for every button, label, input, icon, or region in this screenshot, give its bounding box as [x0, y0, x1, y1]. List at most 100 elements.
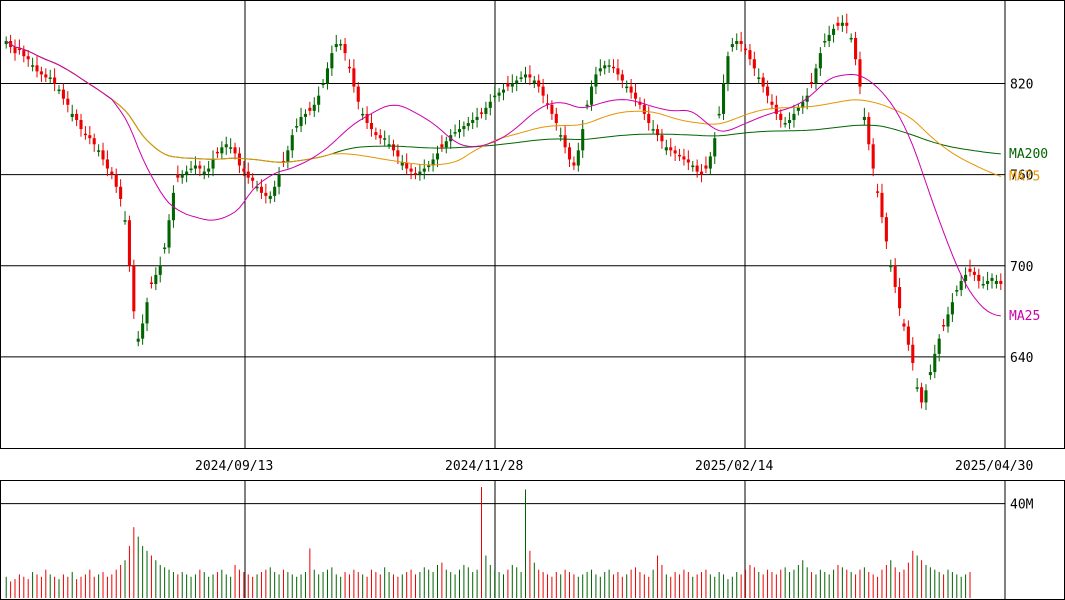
candle	[141, 314, 145, 345]
candle	[92, 133, 96, 152]
candle-body	[66, 98, 70, 105]
candle-body	[726, 56, 730, 84]
candle	[783, 116, 787, 128]
candle-body	[924, 390, 928, 403]
candle	[193, 156, 197, 175]
candle-body	[964, 274, 968, 281]
candle	[273, 180, 277, 202]
candle	[594, 66, 598, 95]
candle	[986, 271, 990, 291]
candle-body	[876, 191, 880, 193]
candle	[290, 129, 294, 158]
candle	[325, 62, 330, 90]
candle	[603, 60, 607, 75]
candle	[484, 101, 488, 120]
candle-body	[550, 104, 554, 114]
candle-body	[849, 37, 853, 40]
candle-body	[915, 387, 919, 389]
candle	[660, 129, 664, 149]
candle-body	[180, 174, 184, 178]
candle-body	[387, 144, 391, 146]
candle	[83, 126, 87, 140]
candle	[933, 344, 937, 379]
candle	[471, 112, 475, 130]
candle-body	[660, 135, 664, 142]
candle	[576, 142, 580, 172]
candle	[202, 165, 206, 180]
candle-body	[435, 153, 440, 160]
candle	[849, 33, 853, 43]
candle	[383, 130, 387, 146]
candle	[682, 148, 686, 166]
candle	[334, 34, 338, 52]
candle	[673, 145, 677, 161]
candle	[563, 126, 567, 154]
candle	[845, 13, 849, 34]
candle-body	[682, 156, 686, 160]
candle-body	[48, 77, 52, 79]
candle	[246, 162, 250, 184]
candle	[22, 45, 26, 63]
candle-body	[748, 50, 752, 60]
candle	[35, 56, 39, 78]
candle	[854, 31, 858, 66]
candle-body	[268, 195, 272, 199]
candle-body	[655, 129, 660, 136]
candle	[44, 68, 48, 83]
candle	[224, 136, 228, 155]
candle-body	[440, 144, 444, 148]
candle	[418, 164, 422, 181]
candle-body	[589, 86, 594, 105]
candle-body	[766, 86, 770, 96]
price-tick-label: 700	[1010, 260, 1033, 275]
candle-body	[554, 113, 558, 124]
candle-body	[814, 68, 818, 84]
candle-body	[946, 314, 950, 327]
candle-body	[928, 372, 932, 376]
candle-body	[713, 138, 717, 157]
candle-body	[519, 77, 523, 79]
candle-body	[215, 151, 219, 154]
candle-body	[840, 22, 844, 26]
candle-body	[229, 147, 233, 149]
candle	[717, 106, 721, 119]
candle	[176, 165, 180, 183]
candle-body	[347, 66, 352, 69]
candle-body	[308, 107, 312, 111]
candle	[444, 136, 448, 154]
candle-body	[638, 101, 642, 105]
candle-body	[79, 119, 83, 130]
candle	[264, 183, 268, 204]
candle	[625, 80, 629, 93]
candle	[836, 16, 840, 31]
candle-body	[352, 68, 356, 87]
candle-body	[374, 132, 378, 136]
candle-body	[259, 186, 263, 193]
candle-body	[625, 86, 629, 89]
candle-body	[17, 48, 21, 51]
candle-body	[484, 107, 488, 114]
candle-body	[827, 34, 831, 42]
candle	[317, 86, 321, 113]
candle-body	[114, 174, 118, 187]
candle	[409, 164, 413, 180]
candle	[959, 274, 963, 297]
candle	[431, 153, 435, 172]
candle	[180, 170, 184, 184]
candle-body	[132, 265, 136, 312]
candle-body	[422, 168, 426, 172]
candle	[189, 160, 193, 174]
candle-body	[889, 265, 893, 268]
candle-body	[739, 41, 743, 45]
candle-body	[154, 274, 158, 284]
candle-body	[413, 173, 418, 175]
candle	[88, 126, 92, 145]
candle-body	[453, 132, 457, 134]
candle-body	[616, 68, 620, 75]
candle-body	[202, 171, 206, 175]
candle-body	[545, 103, 550, 105]
candle-body	[418, 171, 422, 175]
candle-body	[75, 113, 79, 120]
candle	[13, 39, 17, 61]
candle-body	[176, 174, 180, 178]
